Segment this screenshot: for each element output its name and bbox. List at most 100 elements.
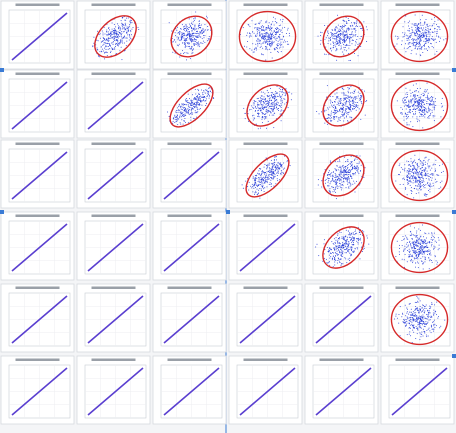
scatter-dot [342,184,344,186]
scatter-dot [265,59,267,61]
scatter-dot [333,111,335,113]
scatter-dot [412,84,414,86]
scatter-dot [344,174,346,176]
scatter-dot [198,33,200,35]
scatter-dot [335,186,337,188]
scatter-dot [422,251,424,253]
scatter-dot [183,115,185,117]
scatter-dot [276,165,278,167]
scatter-dot [329,37,331,39]
scatter-dot [337,234,339,236]
scatter-dot [431,243,433,245]
scatter-dot [404,99,406,101]
scatter-dot [428,252,430,254]
scatter-dot [407,29,409,31]
scatter-dot [186,40,188,42]
scatter-dot [344,167,346,169]
scatter-dot [344,169,346,171]
scatter-dot [415,27,417,29]
scatter-dot [406,174,408,176]
scatter-dot [345,20,347,22]
scatter-dot [357,171,359,173]
scatter-dot [439,37,441,39]
scatter-dot [327,262,329,264]
scatter-dot [350,161,352,163]
scatter-dot [415,307,417,309]
plot-cell [152,283,227,353]
scatter-dot [273,102,275,104]
scatter-dot [340,251,342,253]
scatter-dot [432,173,434,175]
scatter-dot [421,173,423,175]
scatter-dot [328,54,330,56]
scatter-dot [274,18,276,20]
scatter-dot [340,27,342,29]
scatter-dot [247,178,249,180]
scatter-dot [265,48,267,50]
scatter-dot [269,182,271,184]
scatter-dot [417,258,419,260]
cell-title [91,72,136,75]
scatter-dot [351,161,353,163]
scatter-dot [426,89,428,91]
scatter-dot [340,45,342,47]
scatter-dot [261,30,263,32]
scatter-dot [186,59,188,61]
scatter-dot [201,30,203,32]
scatter-dot [267,112,269,114]
scatter-dot [419,35,421,37]
scatter-dot [185,112,187,114]
scatter-dot [266,100,268,102]
scatter-dot [265,32,267,34]
cell-title [319,72,364,75]
scatter-dot [431,45,433,47]
scatter-dot [413,43,415,45]
plot-cell [0,211,75,281]
scatter-dot [263,101,265,103]
scatter-dot [425,34,427,36]
scatter-dot [184,52,186,54]
scatter-dot [427,96,429,98]
scatter-dot [331,251,333,253]
scatter-dot [428,316,430,318]
scatter-dot [430,104,432,106]
scatter-dot [204,92,206,94]
scatter-dot [185,26,187,28]
scatter-dot [354,35,356,37]
scatter-dot [432,312,434,314]
scatter-dot [334,44,336,46]
scatter-dot [110,34,112,36]
scatter-dot [348,99,350,101]
scatter-dot [338,39,340,41]
scatter-dot [200,100,202,102]
scatter-dot [332,174,334,176]
scatter-dot [353,250,355,252]
scatter-dot [196,99,198,101]
scatter-dot [113,23,115,25]
scatter-dot [180,112,182,114]
scatter-dot [421,105,423,107]
scatter-dot [346,22,348,24]
scatter-dot [354,166,356,168]
scatter-dot [416,232,418,234]
scatter-dot [343,88,345,90]
scatter-dot [419,339,421,341]
scatter-dot [418,323,420,325]
scatter-dot [253,104,255,106]
scatter-dot [345,116,347,118]
scatter-dot [251,49,253,51]
scatter-dot [187,104,189,106]
scatter-dot [417,254,419,256]
scatter-dot [425,35,427,37]
scatter-dot [432,235,434,237]
scatter-dot [432,116,434,118]
scatter-dot [401,44,403,46]
scatter-dot [410,158,412,160]
scatter-dot [439,40,441,42]
scatter-dot [187,37,189,39]
scatter-dot [403,34,405,36]
scatter-dot [285,102,287,104]
scatter-dot [341,25,343,27]
scatter-dot [434,168,436,170]
scatter-dot [404,32,406,34]
